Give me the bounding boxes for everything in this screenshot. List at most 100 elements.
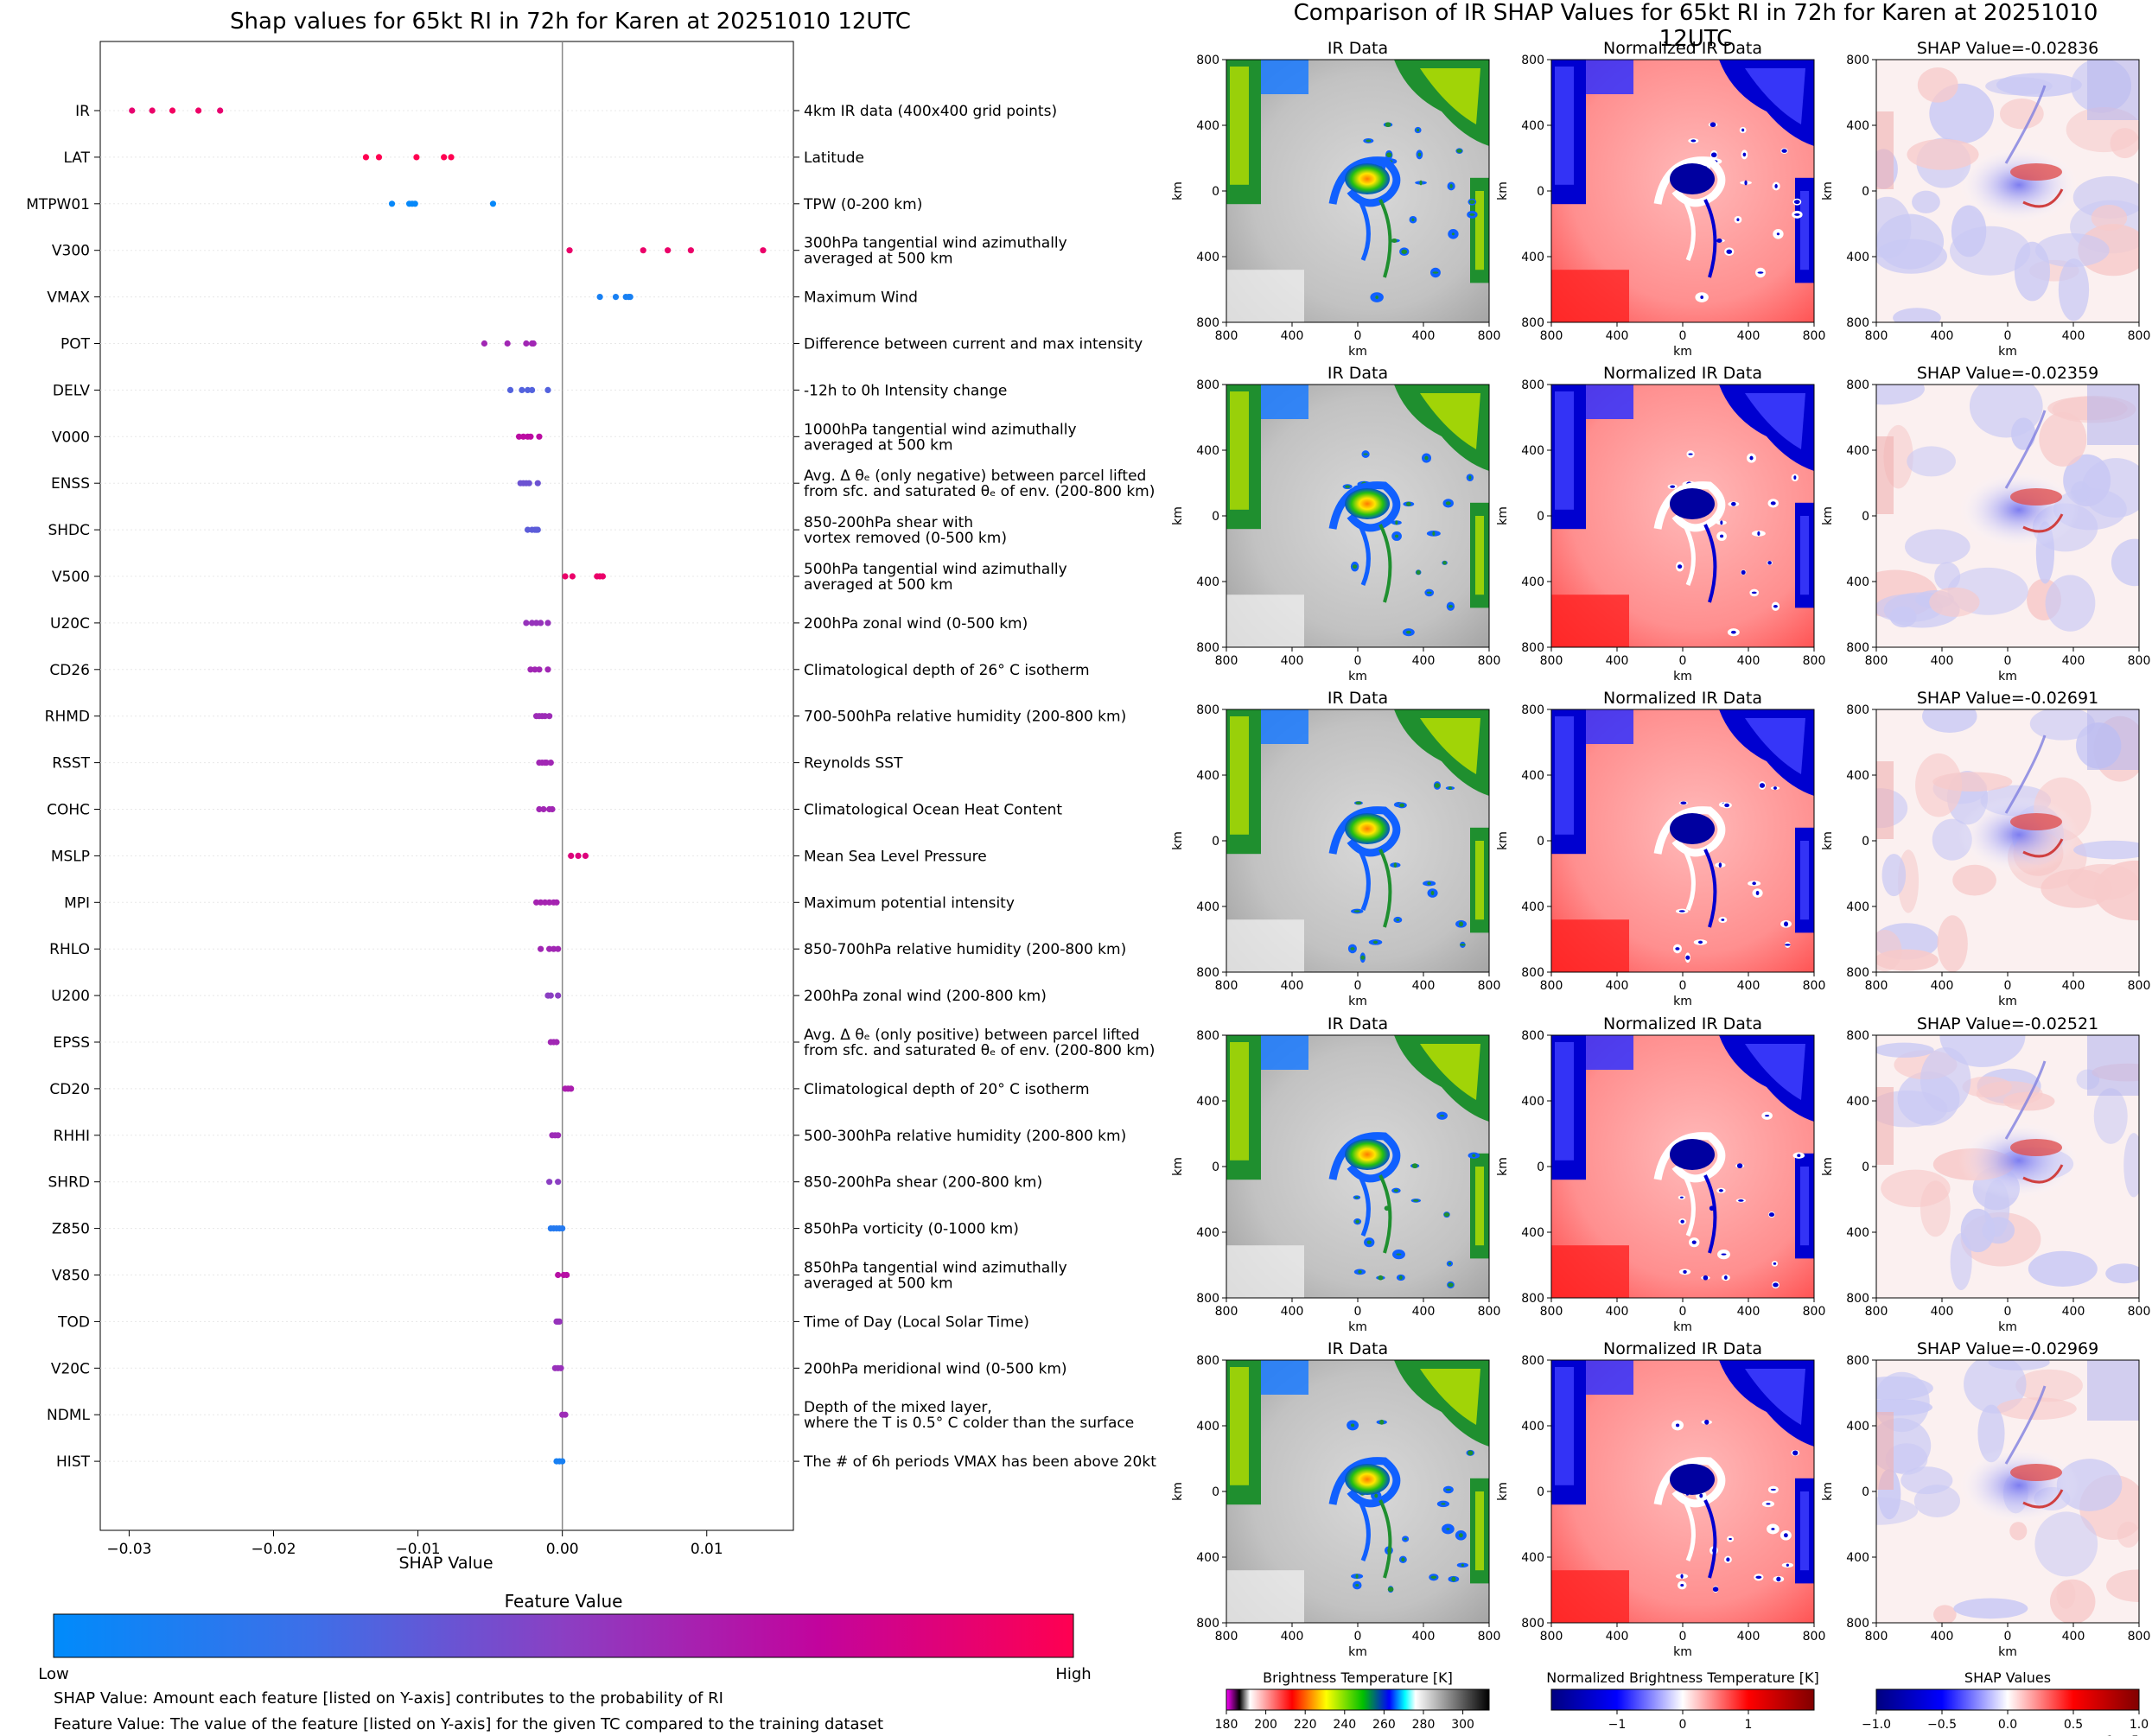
y-tick-label: 400 [1846, 1095, 1869, 1109]
shap-point [536, 666, 543, 673]
shap-point [528, 620, 536, 626]
y-tick-label: 400 [1196, 575, 1219, 589]
feature-label: RHHI [54, 1128, 90, 1145]
y-tick-label: 800 [1196, 1617, 1219, 1631]
colorbar [1226, 1688, 1490, 1711]
shap-panel-title: SHAP Value=-0.02969 [1917, 1339, 2098, 1358]
y-tick-label: 400 [1846, 575, 1869, 589]
x-tick-label: 800 [1803, 654, 1826, 668]
ir-panel-title: IR Data [1327, 1014, 1388, 1033]
feature-label: RHLO [49, 941, 90, 958]
shap-point [536, 433, 543, 440]
x-tick-label: 0.01 [691, 1541, 723, 1558]
y-tick-label: 400 [1521, 251, 1544, 264]
feature-description: -12h to 0h Intensity change [804, 382, 1007, 399]
x-axis-unit: km [1998, 1320, 2017, 1334]
feature-description: where the T is 0.5° C colder than the su… [804, 1415, 1134, 1432]
y-axis-unit: km [1171, 1482, 1185, 1501]
shap-image [1876, 1360, 2139, 1623]
shap-point [441, 154, 448, 161]
feature-description: TPW (0-200 km) [803, 196, 922, 213]
y-tick-label: 400 [1846, 119, 1869, 133]
feature-label: DELV [53, 382, 90, 399]
y-tick-label: 0 [1212, 185, 1219, 199]
shap-point [559, 1225, 566, 1232]
y-axis-unit: km [1821, 506, 1835, 525]
feature-label: RHMD [45, 709, 90, 726]
x-tick-label: 800 [1478, 1305, 1501, 1319]
shap-point [411, 200, 418, 207]
y-tick-label: 400 [1846, 769, 1869, 783]
x-axis-unit: km [1673, 1645, 1692, 1659]
feature-label: V850 [52, 1268, 90, 1285]
y-axis-unit: km [1496, 506, 1510, 525]
x-axis-unit: km [1998, 995, 2017, 1008]
shap-point [549, 805, 556, 813]
x-tick-label: 400 [1737, 1630, 1760, 1644]
colorbar-exponent: 1e−5 [2106, 1734, 2139, 1736]
y-tick-label: 0 [1537, 835, 1544, 849]
shap-point [523, 340, 530, 347]
shap-point [528, 386, 536, 393]
colorbar-tick-label: 0.0 [1998, 1718, 2017, 1732]
shap-point [547, 992, 554, 999]
shap-point [555, 1179, 562, 1186]
feature-description: vortex removed (0-500 km) [804, 530, 1007, 547]
feature-description: Climatological depth of 26° C isotherm [804, 662, 1090, 679]
x-tick-label: 800 [2128, 1630, 2151, 1644]
x-tick-label: 400 [1931, 979, 1954, 993]
feature-label: EPSS [53, 1034, 90, 1052]
shap-image [1876, 60, 2139, 322]
colorbar-tick-label: 200 [1254, 1718, 1277, 1732]
feature-description: 850-700hPa relative humidity (200-800 km… [804, 941, 1126, 958]
x-tick-label: −0.01 [396, 1541, 441, 1558]
x-tick-label: 400 [2062, 1630, 2085, 1644]
x-tick-label: 800 [1865, 1630, 1888, 1644]
shap-point [527, 666, 534, 673]
x-tick-label: 400 [1931, 1305, 1954, 1319]
feature-description: 1000hPa tangential wind azimuthally [804, 421, 1077, 438]
shap-point [596, 294, 603, 301]
feature-description: averaged at 500 km [804, 1275, 953, 1293]
feature-description: Mean Sea Level Pressure [804, 848, 987, 865]
feature-label: ENSS [51, 475, 90, 493]
y-tick-label: 400 [1846, 1551, 1869, 1565]
y-tick-label: 800 [1521, 703, 1544, 717]
shap-point [547, 760, 554, 766]
x-tick-label: 800 [1215, 979, 1238, 993]
y-tick-label: 400 [1196, 251, 1219, 264]
feature-label: TOD [57, 1313, 90, 1331]
y-tick-label: 800 [1846, 966, 1869, 980]
feature-description: Climatological depth of 20° C isotherm [804, 1081, 1090, 1098]
normalized-ir-image [1551, 1035, 1814, 1298]
y-tick-label: 800 [1846, 1354, 1869, 1368]
feature-label: U20C [50, 615, 90, 633]
x-tick-label: −0.02 [251, 1541, 296, 1558]
shap-point [543, 760, 550, 766]
feature-label: MTPW01 [26, 196, 90, 213]
feature-description: Latitude [804, 149, 864, 167]
x-tick-label: 400 [1412, 1630, 1436, 1644]
feature-label: RSST [52, 755, 90, 773]
normalized-ir-image [1551, 385, 1814, 647]
y-tick-label: 400 [1196, 119, 1219, 133]
y-tick-label: 400 [1846, 444, 1869, 458]
x-tick-label: 0 [2004, 1630, 2012, 1644]
feature-label: CD26 [49, 662, 90, 679]
colorbar-tick-label: 0 [1679, 1718, 1687, 1732]
y-tick-label: 400 [1521, 1095, 1544, 1109]
shap-point [553, 899, 560, 906]
feature-description: averaged at 500 km [804, 436, 953, 454]
x-tick-label: 400 [1606, 654, 1629, 668]
y-tick-label: 800 [1196, 316, 1219, 330]
y-axis-unit: km [1496, 1482, 1510, 1501]
shap-point [525, 480, 532, 486]
y-tick-label: 800 [1846, 641, 1869, 655]
y-tick-label: 400 [1521, 900, 1544, 914]
feature-description: Avg. Δ θₑ (only negative) between parcel… [804, 467, 1146, 485]
panel-row: IR Data Normalized IR Data SHAP Value=-0.0… [1171, 364, 2150, 684]
y-tick-label: 800 [1521, 1617, 1544, 1631]
feature-description: 850-200hPa shear (200-800 km) [804, 1174, 1042, 1192]
feature-value-colorbar [53, 1613, 1074, 1658]
x-axis-unit: km [1673, 995, 1692, 1008]
